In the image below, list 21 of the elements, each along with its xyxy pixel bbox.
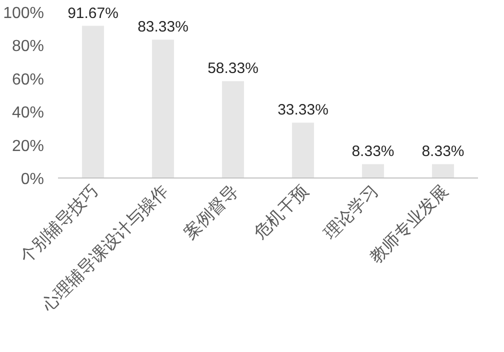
y-tick-label: 60%: [12, 71, 44, 88]
data-label: 58.33%: [208, 60, 258, 78]
bar: [222, 81, 244, 178]
x-tick-label: 危机干预: [250, 181, 312, 243]
x-tick-label: 案例督导: [180, 181, 242, 243]
data-label: 91.67%: [68, 4, 118, 22]
bar: [152, 40, 174, 178]
bar: [292, 122, 314, 178]
y-tick-label: 20%: [12, 138, 44, 155]
bar: [432, 164, 454, 178]
data-label: 33.33%: [278, 102, 328, 119]
bar: [362, 164, 384, 178]
y-tick-label: 100%: [3, 5, 44, 22]
y-tick-label: 0%: [20, 171, 44, 188]
bar: [82, 26, 104, 178]
y-tick-label: 80%: [12, 38, 44, 56]
data-label: 8.33%: [352, 143, 394, 160]
y-tick-label: 40%: [12, 104, 44, 122]
data-label: 83.33%: [138, 18, 188, 36]
x-tick-label: 理论学习: [320, 181, 382, 243]
data-label: 8.33%: [422, 143, 464, 160]
